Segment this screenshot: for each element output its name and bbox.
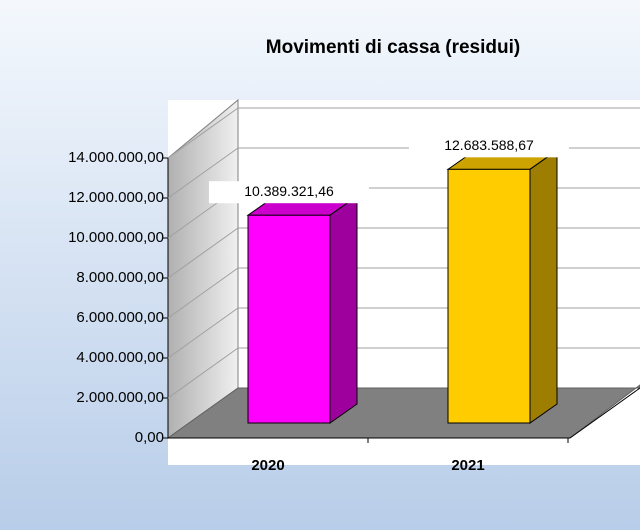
bar [447,168,531,424]
grid-line [167,307,239,359]
chart-title: Movimenti di cassa (residui) [266,37,520,58]
y-tick-label: 14.000.000,00 [68,149,164,166]
y-tick-label: 10.000.000,00 [68,229,164,246]
bar-side [529,149,558,424]
x-tick-label: 2021 [451,457,484,474]
floor-edge [569,387,640,439]
grid-line [167,227,239,279]
y-tick-label: 0,00 [135,429,164,446]
value-label-box [409,135,569,158]
value-label: 12.683.588,67 [444,137,534,153]
grid-line [167,147,239,199]
value-label: 10.389.321,46 [244,183,334,199]
x-tick-label: 2020 [251,457,284,474]
y-tick-label: 12.000.000,00 [68,189,164,206]
grid-line [167,107,239,159]
bar [247,214,331,424]
value-label-box [209,181,369,204]
y-tick-label: 6.000.000,00 [76,309,164,326]
grid-line [167,347,239,399]
bar-side [329,195,358,424]
y-tick-label: 8.000.000,00 [76,269,164,286]
grid-line [167,267,239,319]
y-tick-label: 2.000.000,00 [76,389,164,406]
y-tick-label: 4.000.000,00 [76,349,164,366]
floor [166,384,640,439]
